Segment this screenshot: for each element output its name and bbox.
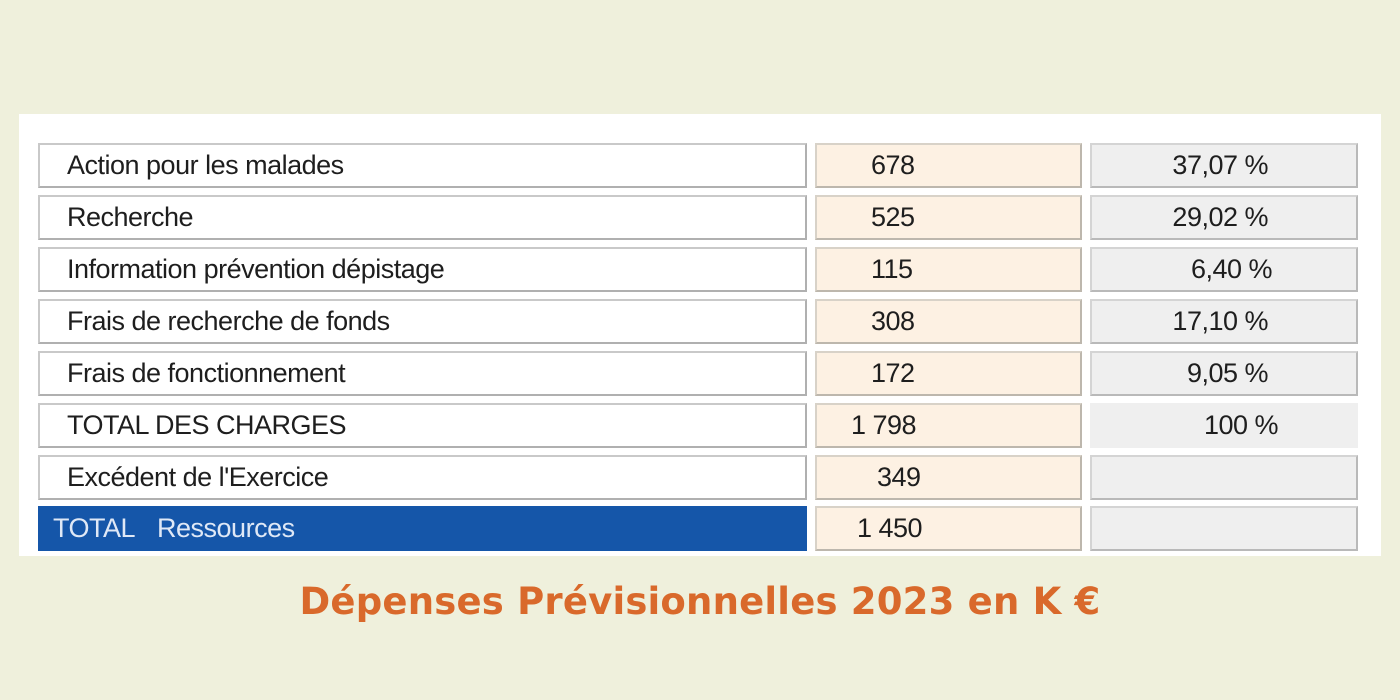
row-percent: 9,05 % <box>1090 351 1358 396</box>
row-value: 172 <box>815 351 1082 396</box>
row-percent: 6,40 % <box>1090 247 1358 292</box>
table-row: Recherche 525 29,02 % <box>38 195 1358 240</box>
table-row: Information prévention dépistage 115 6,4… <box>38 247 1358 292</box>
row-label-part2: Ressources <box>157 513 295 543</box>
row-percent: 100 % <box>1090 403 1358 448</box>
row-value: 1 450 <box>815 506 1082 551</box>
row-label: Frais de recherche de fonds <box>38 299 807 344</box>
row-label: Frais de fonctionnement <box>38 351 807 396</box>
row-percent <box>1090 506 1358 551</box>
table-row: Excédent de l'Exercice 349 <box>38 455 1358 500</box>
table-row: Frais de fonctionnement 172 9,05 % <box>38 351 1358 396</box>
row-value: 1 798 <box>815 403 1082 448</box>
row-value: 678 <box>815 143 1082 188</box>
row-percent <box>1090 455 1358 500</box>
row-value: 308 <box>815 299 1082 344</box>
row-label-part1: TOTAL <box>53 513 136 543</box>
row-label: Recherche <box>38 195 807 240</box>
table-row-total-ressources: TOTAL Ressources 1 450 <box>38 506 1358 551</box>
row-label: TOTAL DES CHARGES <box>38 403 807 448</box>
row-value: 525 <box>815 195 1082 240</box>
row-value: 115 <box>815 247 1082 292</box>
table-row: Action pour les malades 678 37,07 % <box>38 143 1358 188</box>
row-percent: 37,07 % <box>1090 143 1358 188</box>
table-row: Frais de recherche de fonds 308 17,10 % <box>38 299 1358 344</box>
row-label: TOTAL Ressources <box>38 506 807 551</box>
row-value: 349 <box>815 455 1082 500</box>
chart-title: Dépenses Prévisionnelles 2023 en K € <box>299 580 1101 623</box>
row-label: Action pour les malades <box>38 143 807 188</box>
row-label: Excédent de l'Exercice <box>38 455 807 500</box>
row-label: Information prévention dépistage <box>38 247 807 292</box>
table-row-total-charges: TOTAL DES CHARGES 1 798 100 % <box>38 403 1358 448</box>
row-percent: 17,10 % <box>1090 299 1358 344</box>
row-percent: 29,02 % <box>1090 195 1358 240</box>
